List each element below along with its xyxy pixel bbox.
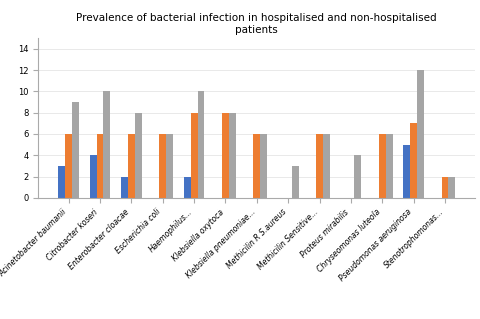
- Bar: [90, 155, 96, 198]
- Bar: [354, 155, 361, 198]
- Bar: [191, 113, 197, 198]
- Bar: [379, 134, 386, 198]
- Bar: [96, 134, 103, 198]
- Bar: [103, 92, 110, 198]
- Bar: [184, 176, 191, 198]
- Bar: [417, 70, 424, 198]
- Bar: [386, 134, 393, 198]
- Bar: [410, 123, 417, 198]
- Bar: [403, 145, 410, 198]
- Bar: [316, 134, 323, 198]
- Bar: [166, 134, 173, 198]
- Bar: [260, 134, 267, 198]
- Bar: [159, 134, 166, 198]
- Bar: [253, 134, 260, 198]
- Bar: [72, 102, 79, 198]
- Bar: [292, 166, 299, 198]
- Title: Prevalence of bacterial infection in hospitalised and non-hospitalised
patients: Prevalence of bacterial infection in hos…: [76, 13, 437, 35]
- Bar: [222, 113, 229, 198]
- Bar: [128, 134, 135, 198]
- Bar: [197, 92, 204, 198]
- Bar: [135, 113, 142, 198]
- Bar: [65, 134, 72, 198]
- Bar: [448, 176, 456, 198]
- Bar: [58, 166, 65, 198]
- Bar: [121, 176, 128, 198]
- Bar: [442, 176, 448, 198]
- Bar: [229, 113, 236, 198]
- Bar: [323, 134, 330, 198]
